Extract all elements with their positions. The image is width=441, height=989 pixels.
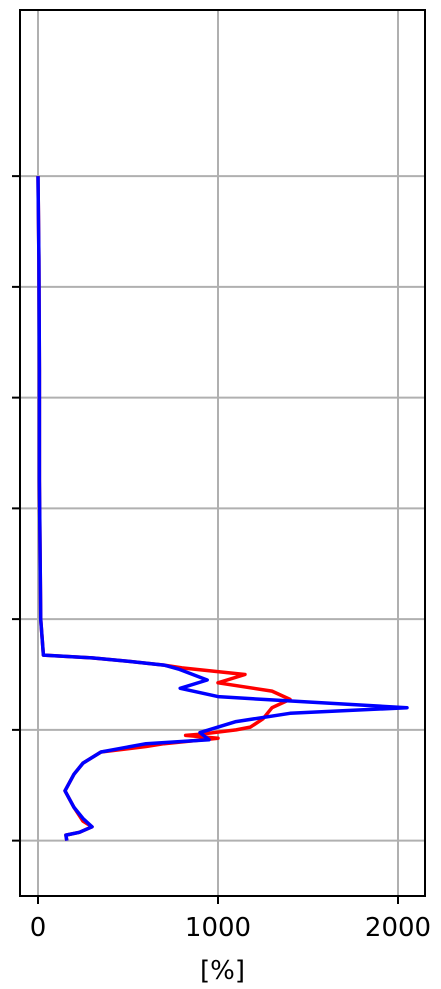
series-line-2 [36,176,409,841]
x-tick-label: 2000 [365,913,431,943]
plot-frame [19,9,426,897]
series-layer [36,176,409,841]
tick-layer: 0 1000 2000 [12,175,431,943]
x-tick-label: 0 [30,913,47,943]
x-axis-label: [%] [200,956,245,986]
x-tick-label: 1000 [185,913,251,943]
